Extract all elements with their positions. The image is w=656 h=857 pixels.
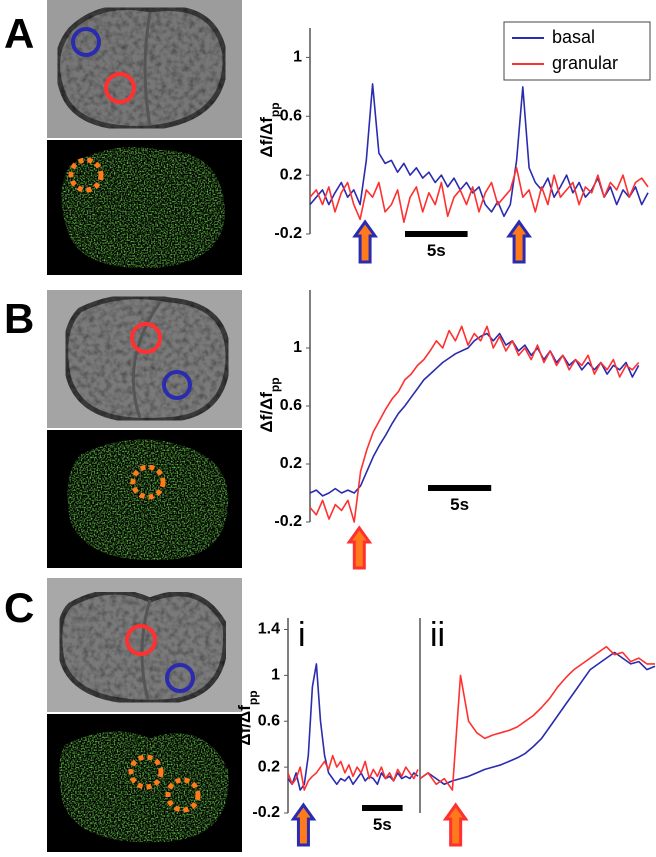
y-axis-label-main: Δf/Δf (257, 392, 276, 433)
trace (419, 645, 655, 791)
panel-label: A (4, 10, 34, 57)
y-axis-label-sub: pp (246, 690, 260, 705)
y-tick-label: 1 (293, 49, 302, 66)
trace (309, 325, 640, 523)
y-tick-label: 0.2 (280, 455, 302, 472)
panel-label: C (4, 584, 34, 631)
y-tick-label: 0.6 (280, 397, 302, 414)
trace (309, 332, 640, 497)
subpanel-label: i (298, 616, 306, 654)
y-tick-label: 0.6 (280, 108, 302, 125)
chart: ii (419, 616, 656, 847)
y-tick-label: 0.6 (258, 712, 280, 729)
stimulus-arrow (352, 219, 378, 264)
legend-label: basal (552, 27, 595, 47)
trace (419, 651, 656, 786)
chart: Ci Δf/Δfpp 1.4 1 0.6 0.2 -0.2 5s (4, 584, 419, 847)
y-axis-label-sub: pp (268, 102, 282, 117)
image-a-fluo (47, 140, 242, 275)
y-axis-label: Δf/Δfpp (257, 102, 282, 157)
trace (287, 754, 419, 791)
legend-label: granular (552, 53, 618, 73)
y-axis-label-main: Δf/Δf (235, 705, 254, 746)
panel-label: B (4, 295, 34, 342)
y-tick-label: 0.2 (258, 758, 280, 775)
scale-bar-label: 5s (450, 495, 469, 514)
chart: A Δf/Δfpp 1 0.6 0.2 -0.2 5s basal granular (4, 10, 651, 264)
scale-bar-label: 5s (373, 815, 392, 834)
stimulus-arrow (290, 802, 317, 847)
image-b-bright (47, 290, 242, 428)
legend-box (503, 21, 651, 81)
stimulus-arrow (346, 525, 373, 570)
stimulus-arrow (506, 219, 532, 264)
subpanel-label: ii (430, 616, 445, 654)
y-axis-label-main: Δf/Δf (257, 117, 276, 158)
chart: B Δf/Δfpp 1 0.6 0.2 -0.2 5s (4, 290, 640, 570)
image-b-fluo (47, 430, 242, 568)
y-tick-label: 1.4 (258, 621, 280, 638)
y-axis-label: Δf/Δfpp (235, 690, 260, 745)
y-tick-label: -0.2 (252, 804, 280, 821)
y-axis-label-sub: pp (268, 377, 282, 392)
y-tick-label: 1 (271, 667, 280, 684)
y-tick-label: -0.2 (274, 225, 302, 242)
image-a-bright (47, 0, 242, 138)
scale-bar-label: 5s (427, 241, 446, 260)
y-tick-label: 0.2 (280, 166, 302, 183)
y-tick-label: 1 (293, 339, 302, 356)
trace (309, 167, 649, 223)
stimulus-arrow (442, 802, 469, 847)
trace (309, 83, 649, 218)
image-c-bright (47, 578, 242, 712)
y-axis-label: Δf/Δfpp (257, 377, 282, 432)
image-c-fluo (47, 714, 242, 852)
y-tick-label: -0.2 (274, 513, 302, 530)
